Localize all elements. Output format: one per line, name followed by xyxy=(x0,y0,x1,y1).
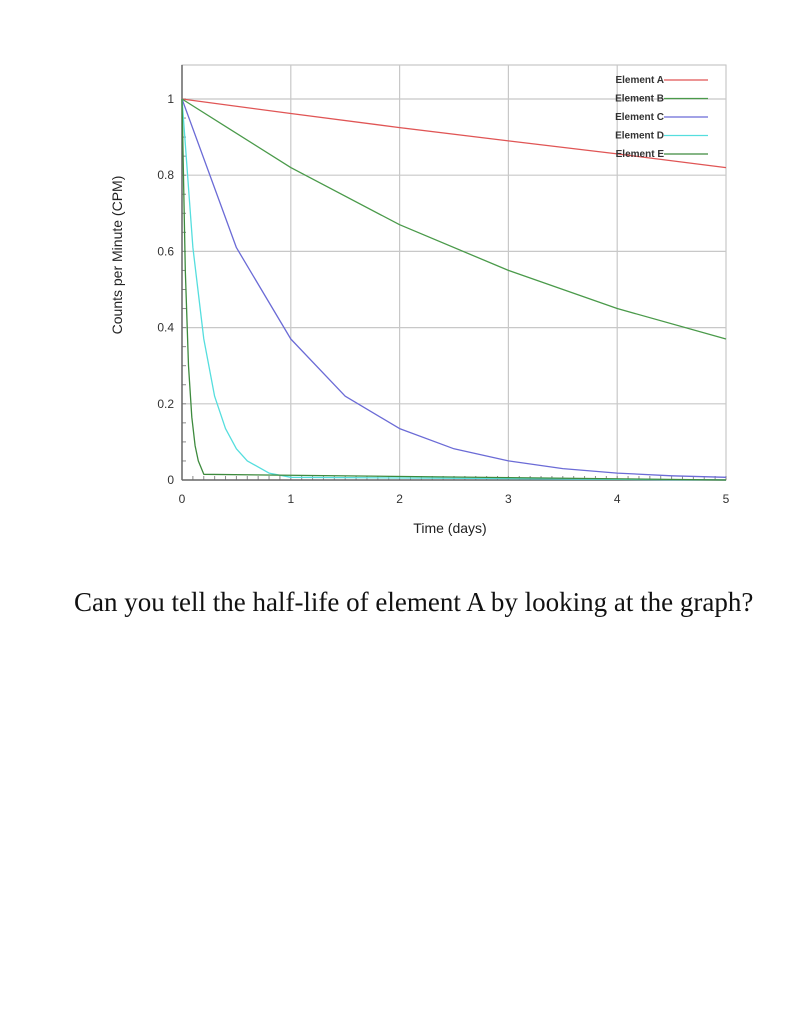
y-tick-label: 1 xyxy=(167,92,174,106)
series-line-element-c xyxy=(181,98,727,478)
x-tick-label: 2 xyxy=(396,492,403,506)
y-axis-title: Counts per Minute (CPM) xyxy=(109,176,125,335)
series-line-element-e xyxy=(181,98,727,481)
tick-labels: 0 1 2 3 4 5 0 0.2 0.4 0.6 0.8 1 xyxy=(157,92,729,506)
series-line-element-a xyxy=(181,98,727,169)
plot-border xyxy=(181,64,727,481)
legend-label: Element D xyxy=(615,131,664,142)
legend-label: Element E xyxy=(616,149,665,160)
legend-label: Element A xyxy=(615,75,664,86)
x-axis-title: Time (days) xyxy=(413,520,486,536)
y-tick-label: 0 xyxy=(167,473,174,487)
x-tick-label: 4 xyxy=(614,492,621,506)
legend-label: Element C xyxy=(615,112,664,123)
x-tick-label: 5 xyxy=(723,492,730,506)
x-tick-label: 3 xyxy=(505,492,512,506)
y-tick-label: 0.4 xyxy=(157,321,174,335)
legend-label: Element B xyxy=(615,94,664,105)
y-tick-label: 0.2 xyxy=(157,397,174,411)
axes xyxy=(181,65,727,481)
x-tick-label: 1 xyxy=(287,492,294,506)
series-line-element-b xyxy=(181,98,727,340)
y-tick-label: 0.8 xyxy=(157,168,174,182)
series-lines xyxy=(181,98,727,481)
x-tick-label: 0 xyxy=(179,492,186,506)
y-tick-label: 0.6 xyxy=(157,244,174,258)
legend: Element A Element B Element C Element D Elem… xyxy=(615,75,708,160)
grid-lines xyxy=(181,64,727,481)
question-text: Can you tell the half-life of element A … xyxy=(74,587,754,617)
